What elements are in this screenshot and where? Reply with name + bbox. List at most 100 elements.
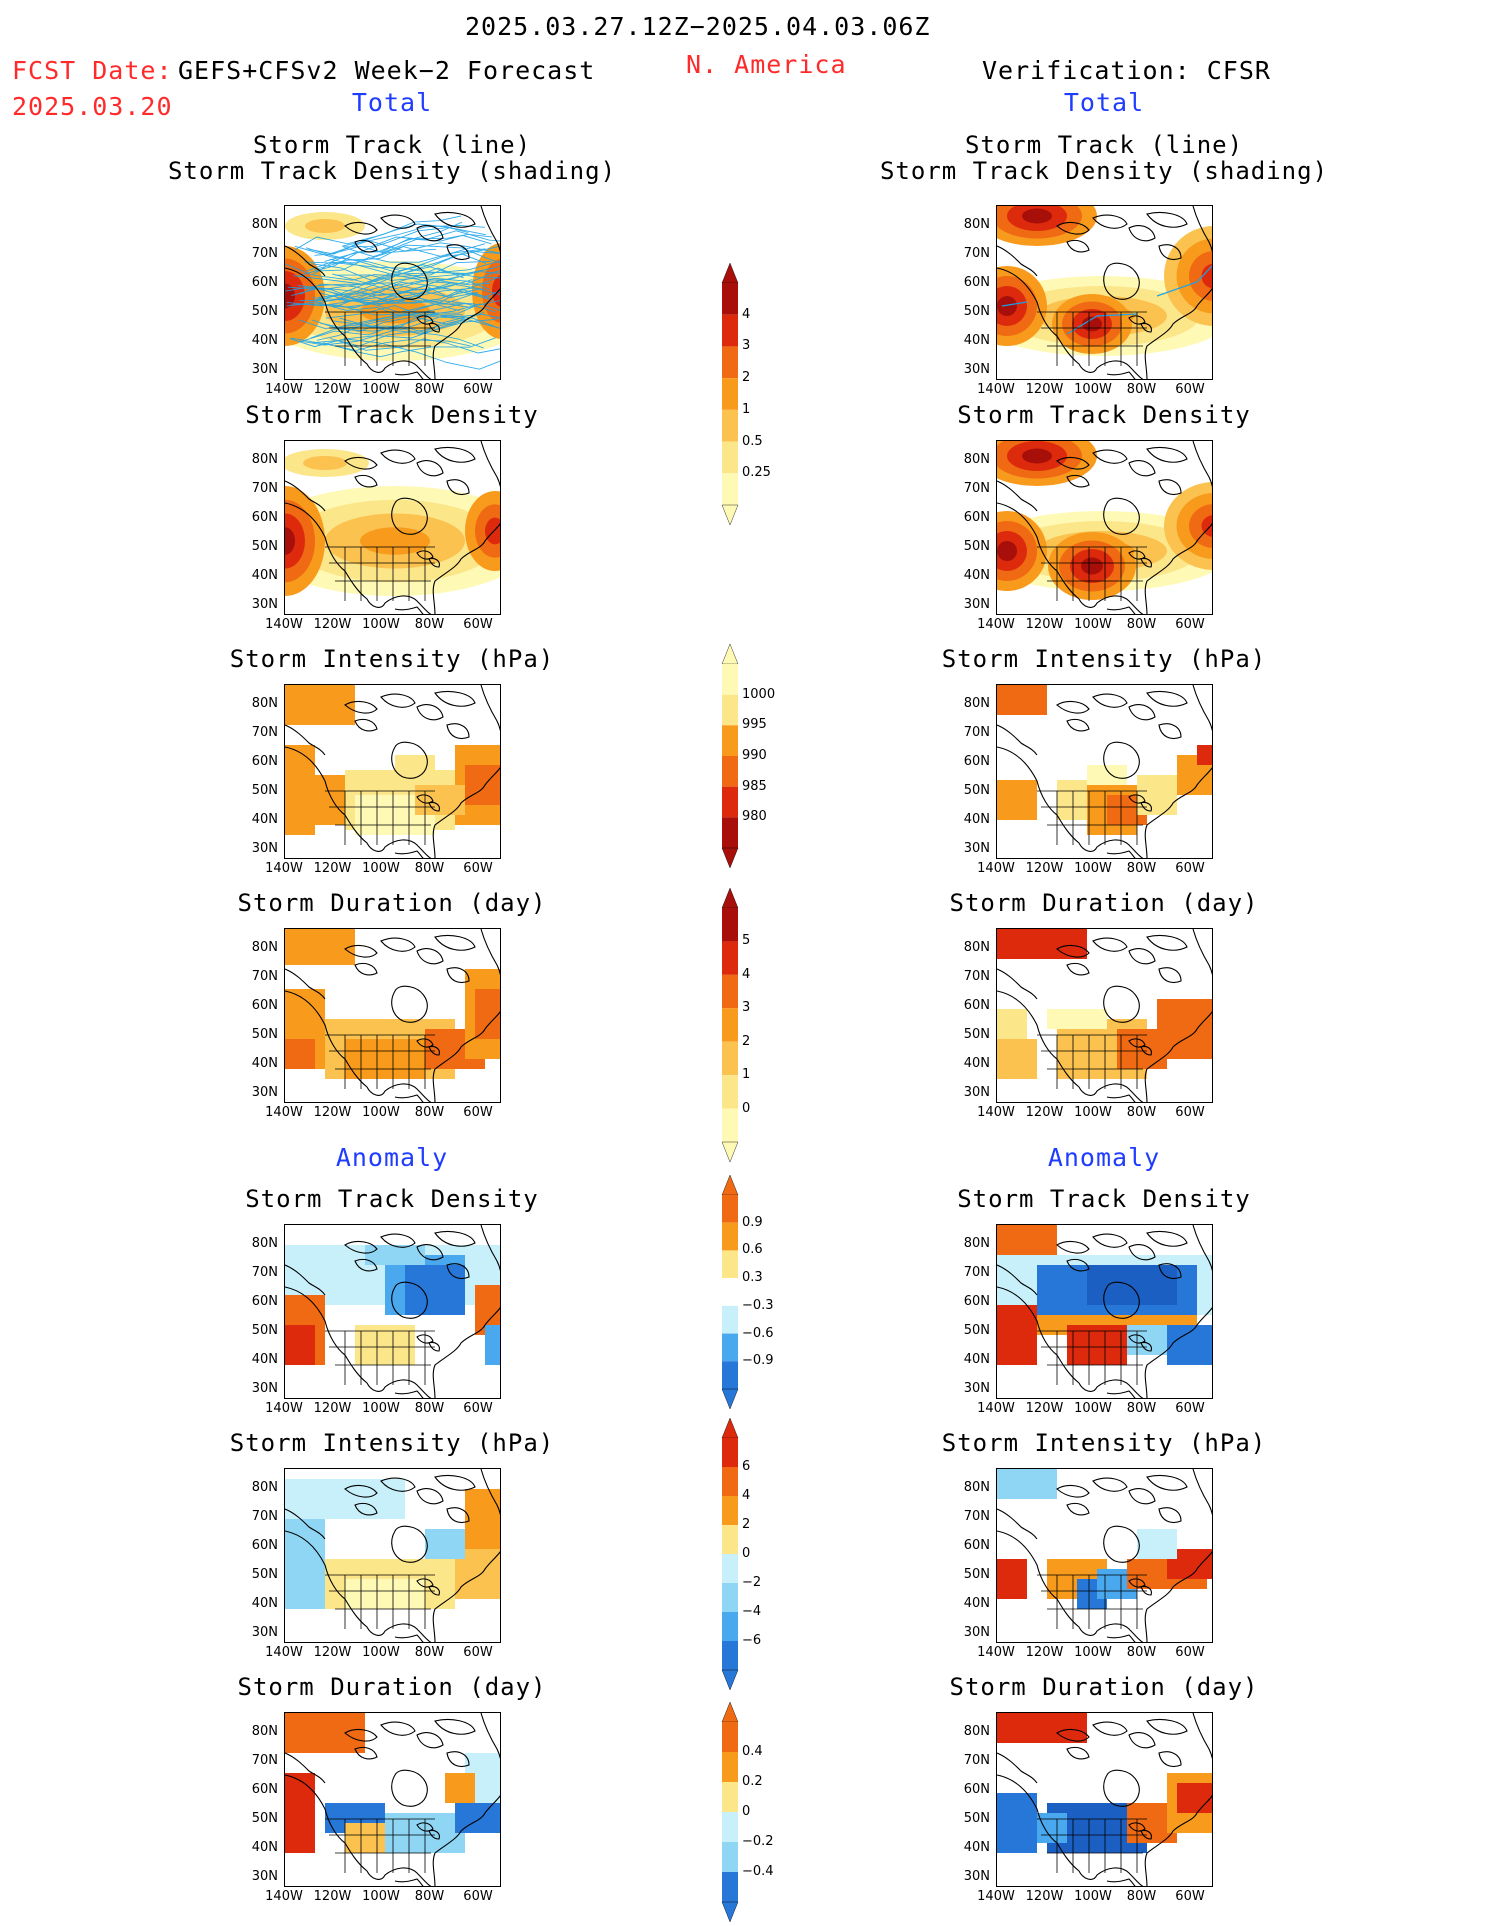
lon-label: 60W: [463, 382, 493, 397]
coastline: [997, 929, 1212, 1102]
lon-label: 60W: [463, 1105, 493, 1120]
colorbar-label: 4: [742, 306, 751, 322]
map-verif-density-anom: [996, 1224, 1213, 1399]
lon-label: 80W: [1126, 1401, 1157, 1416]
panel-title: Storm Intensity (hPa): [229, 1429, 555, 1457]
state-borders: [325, 1034, 435, 1089]
colorbar-label: 3: [742, 1000, 751, 1016]
section-anomaly-right: Anomaly: [1047, 1143, 1161, 1172]
coastline: [997, 1469, 1212, 1642]
lon-label: 120W: [1025, 1401, 1064, 1416]
colorbar-label: 2: [742, 1033, 751, 1049]
lon-label: 80W: [414, 382, 445, 397]
lat-label: 40N: [963, 333, 990, 348]
lat-label: 50N: [963, 1323, 990, 1338]
lat-label: 30N: [963, 1869, 990, 1884]
verification-label: Verification: CFSR: [982, 56, 1271, 85]
lat-label: 60N: [963, 510, 990, 525]
colorbar-density-anom: [714, 1174, 754, 1413]
lat-label: 30N: [251, 597, 278, 612]
lon-label: 140W: [977, 1401, 1015, 1416]
colorbar-label: −6: [742, 1633, 762, 1648]
lon-label: 80W: [414, 617, 445, 632]
lat-label: 60N: [963, 998, 990, 1013]
lon-label: 60W: [1175, 617, 1205, 632]
colorbar-label: 4: [742, 966, 751, 982]
lon-label: 100W: [1074, 1889, 1112, 1904]
lat-label: 50N: [251, 1323, 278, 1338]
colorbar-label: 0: [742, 1546, 751, 1561]
colorbar-label: −0.9: [742, 1353, 774, 1369]
lat-label: 50N: [963, 1567, 990, 1582]
density-blob: [997, 441, 1097, 486]
lon-label: 100W: [1074, 1645, 1112, 1660]
colorbar-label: 3: [742, 338, 751, 354]
lon-label: 60W: [463, 1645, 493, 1660]
colorbar-label: 985: [742, 778, 767, 794]
colorbar-label: 0.3: [742, 1270, 763, 1286]
lat-label: 40N: [963, 1840, 990, 1855]
lat-label: 30N: [963, 1381, 990, 1396]
map-fcst-intensity: [284, 684, 501, 859]
map-verif-intensity-anom: [996, 1468, 1213, 1643]
map-fcst-duration-anom: [284, 1712, 501, 1887]
region-label: N. America: [686, 50, 847, 79]
density-blob: [997, 206, 1097, 246]
coastline: [997, 441, 1212, 614]
lat-label: 40N: [251, 333, 278, 348]
lat-label: 50N: [251, 1811, 278, 1826]
storm-track-lines: [285, 215, 500, 370]
lat-label: 80N: [963, 1724, 990, 1739]
lon-label: 140W: [977, 1105, 1015, 1120]
lat-label: 80N: [963, 696, 990, 711]
lon-label: 140W: [265, 1889, 303, 1904]
panel-title: Storm Track Density (shading): [167, 157, 617, 185]
colorbar-label: −0.6: [742, 1325, 774, 1341]
map-fcst-duration: [284, 928, 501, 1103]
coastline: [997, 1713, 1212, 1886]
gridded-field: [285, 929, 500, 1079]
lat-label: 60N: [251, 510, 278, 525]
colorbar-label: −0.3: [742, 1297, 774, 1313]
map-fcst-intensity-anom: [284, 1468, 501, 1643]
colorbar-label: −2: [742, 1575, 762, 1590]
lon-label: 80W: [1126, 1645, 1157, 1660]
lon-label: 80W: [1126, 861, 1157, 876]
colorbar-label: 0.2: [742, 1774, 763, 1789]
colorbar-label: 4: [742, 1488, 751, 1503]
lon-label: 80W: [414, 1401, 445, 1416]
lon-label: 120W: [1025, 617, 1064, 632]
lat-label: 60N: [251, 1782, 278, 1797]
colorbar-label: 1: [742, 1067, 751, 1083]
lon-label: 120W: [1025, 861, 1064, 876]
coastline: [285, 206, 500, 379]
lat-label: 30N: [963, 1625, 990, 1640]
section-total-left: Total: [351, 88, 433, 117]
lat-label: 30N: [963, 362, 990, 377]
density-blob: [285, 486, 500, 596]
density-blob: [1048, 532, 1136, 600]
density-blob: [285, 486, 325, 596]
lat-label: 70N: [251, 969, 278, 984]
map-verif-density: [996, 440, 1213, 615]
lat-label: 70N: [251, 725, 278, 740]
lon-label: 100W: [362, 1645, 400, 1660]
lat-label: 50N: [963, 539, 990, 554]
lon-label: 80W: [1126, 1889, 1157, 1904]
colorbar-label: 0.6: [742, 1242, 763, 1258]
lon-label: 80W: [1126, 382, 1157, 397]
lat-label: 60N: [963, 1294, 990, 1309]
lat-label: 70N: [963, 481, 990, 496]
lon-label: 100W: [362, 1889, 400, 1904]
lat-label: 50N: [963, 304, 990, 319]
lat-label: 40N: [963, 1596, 990, 1611]
coastline: [285, 441, 500, 614]
section-anomaly-left: Anomaly: [335, 1143, 449, 1172]
lat-label: 80N: [251, 1724, 278, 1739]
density-blob: [1164, 226, 1212, 326]
lon-label: 120W: [313, 1401, 352, 1416]
lat-label: 70N: [963, 1753, 990, 1768]
lon-label: 80W: [414, 1889, 445, 1904]
lon-label: 60W: [463, 1889, 493, 1904]
gridded-field: [997, 1713, 1212, 1853]
